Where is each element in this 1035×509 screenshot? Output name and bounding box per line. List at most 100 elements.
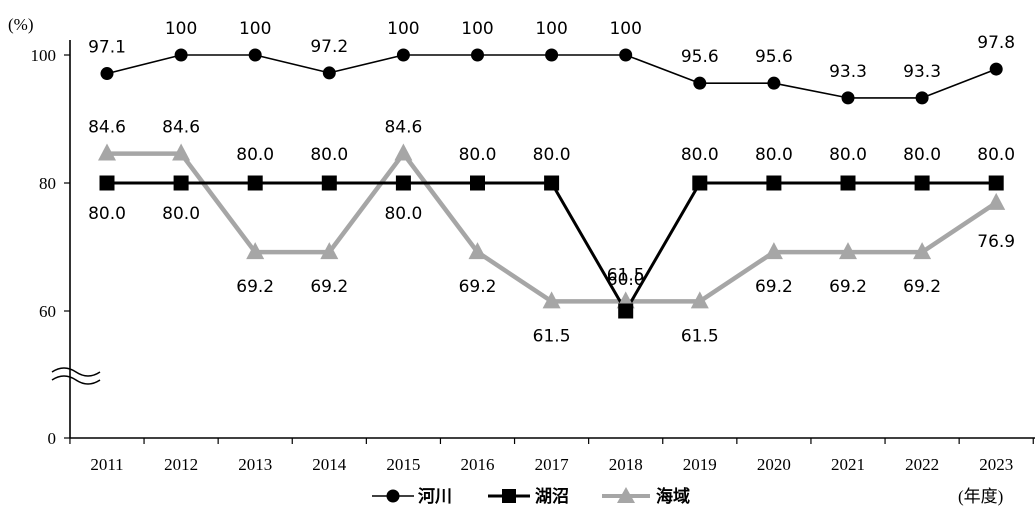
data-point-square	[247, 175, 263, 191]
data-point-triangle	[320, 242, 339, 260]
data-point-square	[840, 175, 856, 191]
legend-label: 海域	[656, 486, 690, 507]
x-tick-label: 2015	[386, 455, 420, 474]
data-label: 97.2	[310, 37, 348, 57]
data-point-square	[692, 175, 708, 191]
data-point-circle	[841, 91, 855, 105]
data-point-triangle	[246, 242, 265, 260]
x-tick-label: 2018	[609, 455, 643, 474]
data-point-square	[173, 175, 189, 191]
data-label: 69.2	[459, 277, 497, 297]
data-label: 80.0	[903, 145, 941, 165]
data-label: 80.0	[384, 204, 422, 224]
data-point-triangle	[764, 242, 783, 260]
x-tick-label: 2022	[905, 455, 939, 474]
data-label: 69.2	[755, 277, 793, 297]
data-label: 100	[239, 19, 271, 39]
x-tick-label: 2019	[683, 455, 717, 474]
data-label: 69.2	[903, 277, 941, 297]
data-label: 80.0	[162, 204, 200, 224]
data-label: 84.6	[88, 118, 126, 138]
data-label: 80.0	[88, 204, 126, 224]
data-label: 69.2	[236, 277, 274, 297]
legend: 河川 湖沼 海域	[372, 486, 690, 507]
data-point-square	[914, 175, 930, 191]
data-label: 80.0	[459, 145, 497, 165]
data-label: 69.2	[829, 277, 867, 297]
legend-label: 湖沼	[535, 486, 569, 507]
data-label: 80.0	[829, 145, 867, 165]
x-tick-label: 2023	[979, 455, 1013, 474]
data-label: 100	[387, 19, 419, 39]
data-point-circle	[396, 48, 410, 62]
data-label: 100	[461, 19, 493, 39]
data-label: 100	[609, 19, 641, 39]
axis-break-mark	[51, 367, 101, 385]
data-point-triangle	[913, 242, 932, 260]
data-point-square	[618, 303, 634, 319]
data-point-circle	[174, 48, 188, 62]
legend-label: 河川	[418, 487, 452, 507]
x-tick-label: 2014	[312, 455, 347, 474]
y-axis-label: (%)	[8, 15, 33, 34]
data-point-circle	[915, 91, 929, 105]
data-point-square	[395, 175, 411, 191]
data-label: 84.6	[162, 118, 200, 138]
y-ticks: 0 60 80 100	[31, 46, 70, 448]
legend-triangle-marker	[617, 487, 635, 503]
legend-item-river: 河川	[372, 487, 452, 507]
data-label: 80.0	[681, 145, 719, 165]
data-label: 60.0	[607, 270, 645, 290]
legend-item-sea: 海域	[602, 486, 690, 507]
data-point-triangle	[690, 291, 709, 309]
data-label: 97.8	[977, 33, 1015, 53]
data-label: 61.5	[607, 265, 645, 285]
data-point-circle	[619, 48, 633, 62]
data-point-square	[766, 175, 782, 191]
data-point-circle	[989, 62, 1003, 76]
data-point-triangle	[987, 192, 1006, 210]
data-label: 69.2	[310, 277, 348, 297]
data-label: 100	[535, 19, 567, 39]
data-label: 61.5	[681, 326, 719, 346]
y-tick-label: 100	[31, 46, 57, 65]
data-label: 100	[165, 19, 197, 39]
axes	[51, 40, 1035, 439]
data-point-square	[988, 175, 1004, 191]
data-point-triangle	[542, 291, 561, 309]
y-tick-label: 80	[39, 174, 56, 193]
data-label: 80.0	[755, 145, 793, 165]
y-tick-label: 0	[48, 429, 57, 448]
data-label: 80.0	[310, 145, 348, 165]
data-point-circle	[767, 76, 781, 90]
x-ticks: 2011 2012 2013 2014 2015 2016 2017 2018 2019 2020…	[69, 438, 1034, 474]
data-label: 93.3	[903, 62, 941, 82]
legend-item-lake: 湖沼	[488, 486, 569, 507]
data-labels: 97.1 100 100 97.2 100 100 100 100 95.6 95.6 93.3 93…	[88, 19, 1015, 346]
data-label: 97.1	[88, 38, 126, 58]
data-point-square	[99, 175, 115, 191]
data-point-circle	[545, 48, 559, 62]
x-tick-label: 2012	[164, 455, 198, 474]
data-point-triangle	[394, 143, 413, 161]
data-label: 80.0	[236, 145, 274, 165]
data-label: 76.9	[977, 232, 1015, 252]
data-point-triangle	[839, 242, 857, 260]
data-point-circle	[322, 66, 336, 80]
data-point-triangle	[172, 143, 191, 161]
data-label: 84.6	[384, 118, 422, 138]
y-tick-label: 60	[39, 302, 56, 321]
data-point-square	[544, 175, 560, 191]
x-tick-label: 2017	[535, 455, 570, 474]
series-markers	[98, 48, 1006, 319]
data-point-circle	[693, 76, 707, 90]
data-point-circle	[100, 67, 114, 81]
data-point-circle	[248, 48, 262, 62]
data-label: 80.0	[533, 145, 571, 165]
data-label: 95.6	[681, 47, 719, 67]
data-label: 61.5	[533, 326, 571, 346]
x-tick-label: 2016	[461, 455, 495, 474]
x-tick-label: 2020	[757, 455, 791, 474]
x-axis-label: (年度)	[958, 487, 1003, 506]
x-tick-label: 2021	[831, 455, 865, 474]
